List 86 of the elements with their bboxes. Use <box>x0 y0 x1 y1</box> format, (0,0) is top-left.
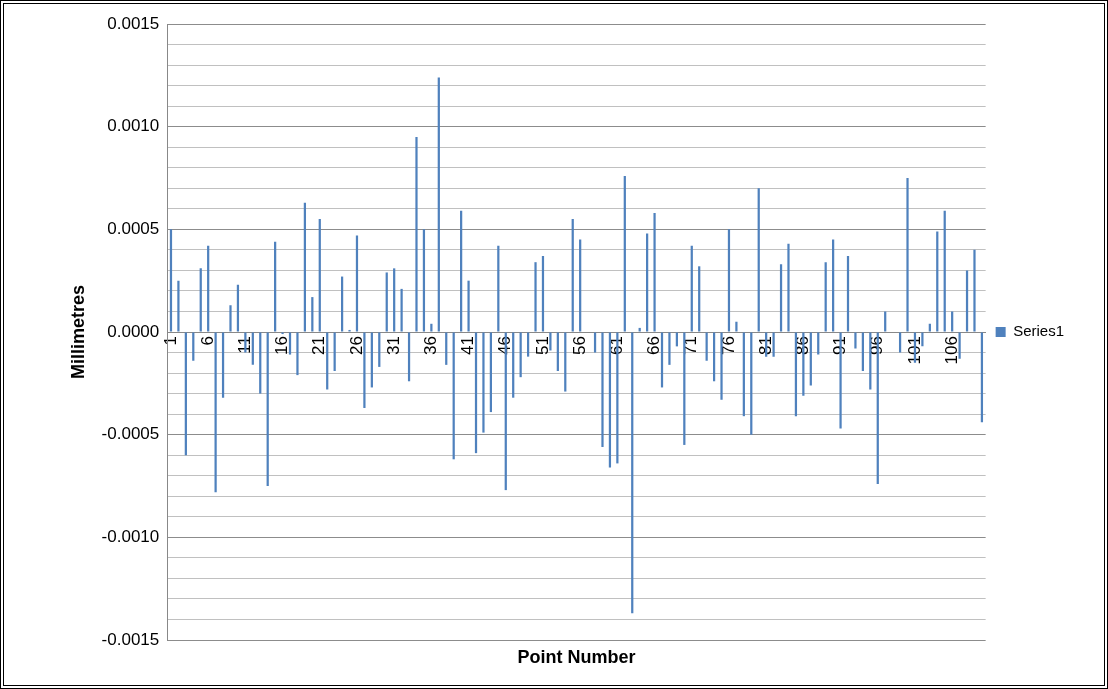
x-tick-label: 41 <box>458 336 478 355</box>
bar <box>311 297 314 332</box>
x-tick-label: 6 <box>197 336 217 346</box>
y-tick-label: 0.0005 <box>107 219 160 239</box>
bar <box>787 243 790 332</box>
bar <box>437 77 440 332</box>
bar <box>824 262 827 332</box>
bar <box>541 256 545 332</box>
x-tick-label: 66 <box>644 336 664 355</box>
bar <box>772 332 775 357</box>
bar <box>884 311 887 332</box>
bar <box>668 332 671 365</box>
x-tick-label: 51 <box>532 336 552 355</box>
y-tick-label: 0.0000 <box>107 321 160 341</box>
bar <box>579 239 582 332</box>
bar <box>199 268 202 332</box>
bar <box>906 178 909 332</box>
bar <box>236 284 240 332</box>
bar <box>854 332 857 349</box>
bar <box>415 136 418 332</box>
y-tick-label: -0.0005 <box>101 424 160 444</box>
bar <box>385 272 388 332</box>
bar <box>973 249 976 332</box>
bar <box>549 332 552 351</box>
bar <box>779 264 783 332</box>
y-axis-title: Millimetres <box>67 284 88 380</box>
bar <box>355 235 359 332</box>
x-tick-label: 16 <box>272 336 292 355</box>
bar <box>720 332 723 400</box>
x-tick-label: 76 <box>718 336 738 355</box>
bar <box>965 270 969 332</box>
x-tick-label: 106 <box>941 336 961 365</box>
bar <box>318 219 321 332</box>
bar <box>169 229 173 332</box>
bar <box>534 262 537 332</box>
bar <box>207 245 210 332</box>
bar <box>817 332 820 355</box>
y-tick-label: 0.0015 <box>107 13 160 33</box>
x-tick-label: 36 <box>421 336 441 355</box>
bar <box>393 268 396 332</box>
x-tick-label: 31 <box>383 336 403 355</box>
bar <box>646 233 649 332</box>
y-tick-label: 0.0010 <box>107 116 160 136</box>
bar <box>274 241 277 332</box>
bar <box>601 332 604 447</box>
bar <box>296 332 299 376</box>
bar <box>727 229 731 332</box>
bar <box>363 332 366 408</box>
bar <box>460 210 463 332</box>
bar <box>177 280 180 332</box>
bar <box>757 188 760 332</box>
bar <box>846 256 850 332</box>
bar <box>497 245 500 332</box>
bar <box>303 202 307 332</box>
y-tick-label: -0.0010 <box>101 527 160 547</box>
bar <box>467 280 470 332</box>
bar <box>698 266 701 332</box>
bar <box>735 321 738 332</box>
bar <box>229 305 232 332</box>
bar <box>430 323 433 332</box>
bar <box>422 229 426 332</box>
x-tick-label: 56 <box>569 336 589 355</box>
bar <box>958 332 961 359</box>
bar <box>400 288 403 332</box>
bar <box>832 239 835 332</box>
bar <box>653 212 656 332</box>
bar <box>259 332 262 394</box>
bar <box>623 175 626 332</box>
bar <box>608 332 612 468</box>
x-tick-label: 26 <box>346 336 366 355</box>
bar <box>943 210 946 332</box>
bar <box>288 332 292 355</box>
bar <box>928 323 931 332</box>
bar <box>690 245 693 332</box>
bar <box>482 332 485 433</box>
legend-label: Series1 <box>1013 322 1064 340</box>
bar <box>638 327 641 332</box>
bar <box>921 332 924 347</box>
x-axis-title: Point Number <box>517 646 636 667</box>
bar <box>936 231 939 332</box>
x-tick-label: 11 <box>235 336 255 354</box>
x-tick-label: 21 <box>309 336 329 355</box>
y-tick-label: -0.0015 <box>101 629 160 649</box>
bar <box>571 219 574 332</box>
bar <box>951 311 954 332</box>
x-tick-label: 1 <box>160 336 180 346</box>
